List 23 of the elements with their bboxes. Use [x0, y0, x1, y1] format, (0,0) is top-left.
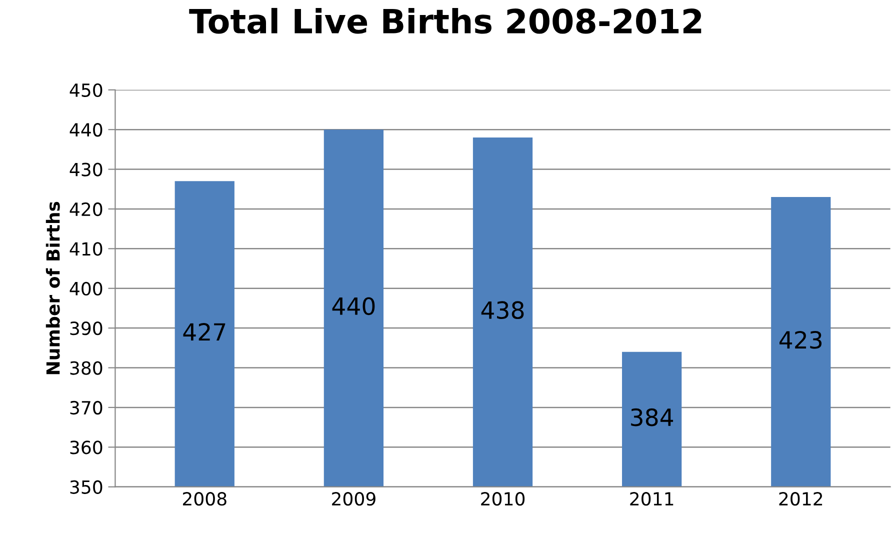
y-tick-label: 350	[70, 480, 102, 494]
y-tick-label: 430	[70, 162, 102, 176]
y-tick-label: 440	[70, 123, 102, 137]
y-tick-label: 370	[70, 400, 102, 415]
y-tick-label: 410	[70, 242, 102, 256]
y-axis-title: Number of Births	[46, 202, 60, 374]
data-label: 427	[183, 323, 226, 341]
y-tick-label: 420	[70, 202, 102, 216]
data-label: 384	[631, 408, 674, 426]
x-tick-label: 2008	[182, 492, 226, 506]
data-label: 440	[332, 297, 375, 316]
y-tick-label: 360	[70, 440, 102, 454]
y-tick-label: 390	[70, 322, 102, 336]
y-tick-label: 380	[70, 361, 102, 375]
data-label: 423	[780, 330, 822, 349]
y-tick-label: 450	[70, 83, 102, 97]
y-tick-label: 400	[70, 282, 102, 296]
x-tick-label: 2010	[481, 492, 525, 506]
data-label: 438	[481, 301, 524, 320]
chart-title: Total Live Births 2008-2012	[189, 8, 702, 34]
x-tick-label: 2012	[779, 492, 822, 506]
x-tick-label: 2009	[332, 492, 376, 506]
x-tick-label: 2011	[630, 492, 674, 506]
